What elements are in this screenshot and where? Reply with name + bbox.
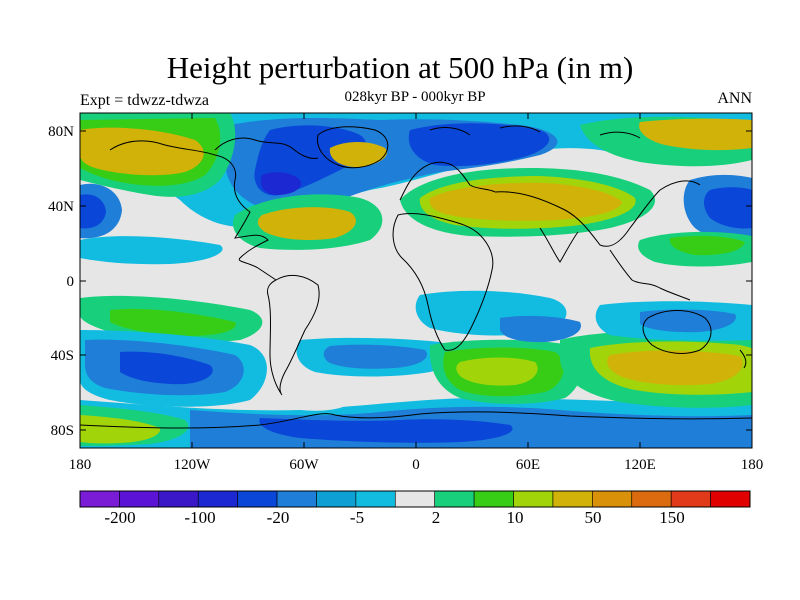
lat-tick-label: 40S (51, 348, 74, 364)
lon-tick-label: 180 (741, 457, 764, 473)
new-zealand-coast (739, 349, 747, 369)
colorbar-box (670, 490, 711, 508)
lon-tick-label: 180 (69, 457, 92, 473)
southern-ocean-negative-core (259, 418, 513, 443)
nh-negative-deepest (260, 172, 302, 195)
colorbar-box (710, 490, 751, 508)
lat-tick-labels: 80N 40N 0 40S 80S (48, 124, 74, 439)
lat-tick-label: 80S (51, 423, 74, 439)
colorbar-label: -100 (184, 508, 215, 527)
aus-blue-core (640, 309, 736, 333)
se-asia-coast (609, 249, 691, 301)
colorbar-label: -200 (104, 508, 135, 527)
colorbar-box (473, 490, 514, 508)
w-pacific-green-core (669, 235, 745, 256)
colorbar-box (158, 490, 199, 508)
colorbar (79, 490, 751, 508)
pacific-positive-core (80, 127, 204, 176)
colorbar-box (237, 490, 278, 508)
lon-tick-label: 60E (516, 457, 540, 473)
east-indian-positive-core (607, 350, 743, 386)
plot-subtitle: 028kyr BP - 000kyr BP (344, 89, 486, 105)
greenland-positive (329, 142, 388, 168)
india-coast (539, 227, 579, 263)
africa-coast (392, 213, 494, 351)
colorbar-box (394, 490, 436, 508)
colorbar-box (631, 490, 672, 508)
c-pacific-blue (80, 236, 223, 265)
colorbar-box (592, 490, 633, 508)
lat-tick-label: 40N (48, 199, 74, 215)
lon-tick-labels: 180 120W 60W 0 60E 120E 180 (69, 457, 764, 473)
colorbar-label: -5 (350, 508, 364, 527)
colorbar-box (316, 490, 357, 508)
colorbar-label: -20 (267, 508, 290, 527)
antarctica-coast (80, 411, 752, 429)
southern-ocean-neutral (287, 393, 350, 411)
north-pacific-negative-core (704, 187, 752, 229)
s-pacific-green-core (110, 308, 236, 336)
nw-pacific-positive-core (639, 118, 752, 151)
colorbar-frame (79, 490, 751, 508)
experiment-label: Expt = tdwzz-tdwza (80, 92, 209, 109)
season-label: ANN (717, 90, 752, 107)
west-pacific-negative-left-core (80, 194, 106, 229)
lat-tick-marks (80, 130, 752, 431)
eurasia-positive-core (429, 182, 622, 221)
canada-arctic-coast (214, 137, 319, 159)
greenland-coast (316, 126, 389, 169)
colorbar-label: 10 (507, 508, 524, 527)
atlantic-positive (257, 207, 356, 240)
colorbar-box (355, 490, 396, 508)
colorbar-label: 2 (432, 508, 441, 527)
lon-tick-label: 0 (412, 457, 420, 473)
colorbar-box (197, 490, 238, 508)
lat-tick-label: 0 (67, 274, 75, 290)
south-america-coast (267, 274, 320, 396)
indian-green-core (456, 357, 538, 386)
coastlines (80, 125, 752, 429)
asia-coast (494, 180, 701, 247)
north-america-coast (109, 140, 277, 281)
colorbar-box (79, 490, 120, 508)
tropical-indian-blue-core (500, 315, 581, 343)
colorbar-box (276, 490, 317, 508)
lon-tick-label: 60W (289, 457, 319, 473)
colorbar-box (119, 490, 160, 508)
s-pacific-negative-core (120, 351, 213, 385)
colorbar-box (434, 490, 475, 508)
lon-tick-label: 120E (624, 457, 656, 473)
europe-coast (399, 161, 496, 201)
contour-field (80, 113, 752, 448)
arctic-islands-coast (429, 125, 641, 139)
lon-tick-marks (191, 113, 641, 448)
colorbar-label: 150 (659, 508, 685, 527)
s-atlantic-blue-core (323, 344, 427, 369)
lon-tick-label: 120W (174, 457, 212, 473)
arctic-negative-east (408, 123, 550, 167)
colorbar-labels: -200 -100 -20 -5 2 10 50 150 (104, 508, 684, 527)
plot-title: Height perturbation at 500 hPa (in m) (166, 50, 634, 85)
sw-pacific-positive-core (80, 415, 161, 444)
lat-tick-label: 80N (48, 124, 74, 140)
colorbar-box (552, 490, 593, 508)
colorbar-box (513, 490, 554, 508)
australia-coast (642, 310, 712, 354)
colorbar-label: 50 (585, 508, 602, 527)
